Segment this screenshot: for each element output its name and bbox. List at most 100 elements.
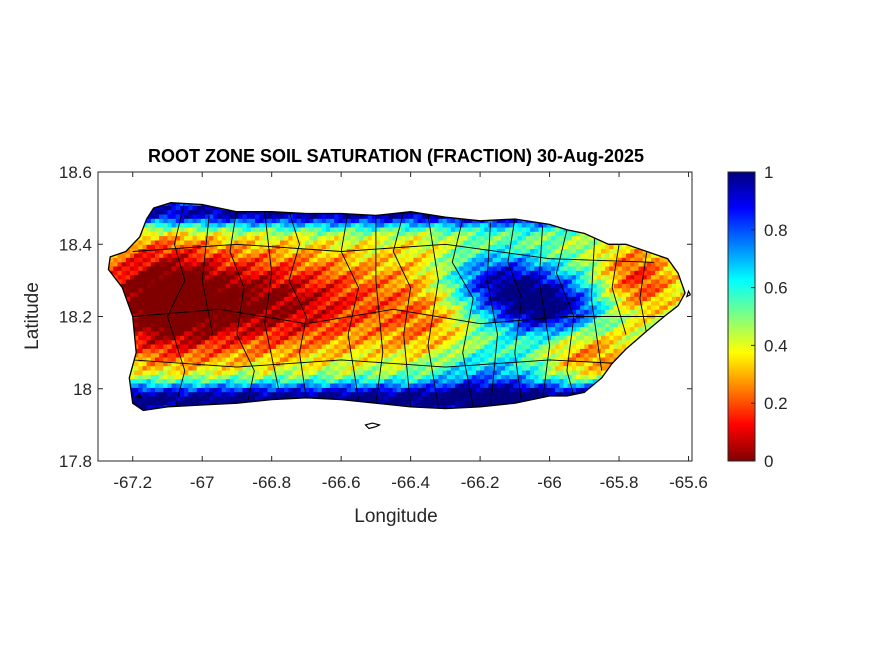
saturation-cell (438, 283, 444, 289)
saturation-cell (671, 291, 677, 297)
saturation-cell (138, 365, 144, 371)
saturation-cell (505, 344, 510, 349)
saturation-cell (113, 274, 119, 280)
saturation-cell (367, 344, 373, 349)
saturation-cell (363, 287, 369, 293)
saturation-cell (438, 339, 444, 345)
saturation-cell (592, 291, 598, 297)
saturation-cell (438, 265, 444, 271)
saturation-cell (159, 387, 164, 393)
saturation-cell (676, 287, 681, 293)
saturation-cell (188, 291, 194, 297)
saturation-cell (321, 300, 327, 306)
saturation-cell (405, 361, 410, 367)
saturation-cell (330, 339, 335, 345)
saturation-cell (601, 300, 606, 306)
saturation-cell (159, 300, 164, 306)
saturation-cell (300, 322, 306, 328)
saturation-cell (421, 300, 427, 306)
saturation-cell (613, 304, 619, 310)
saturation-cell (367, 374, 373, 380)
saturation-cell (642, 291, 648, 297)
saturation-cell (175, 265, 181, 271)
saturation-cell (263, 391, 269, 397)
saturation-cell (505, 370, 510, 375)
saturation-cell (180, 344, 185, 349)
saturation-cell (609, 287, 615, 293)
saturation-cell (371, 296, 377, 302)
saturation-cell (425, 391, 431, 397)
saturation-cell (163, 278, 169, 284)
saturation-cell (159, 317, 164, 323)
saturation-cell (171, 344, 177, 349)
saturation-cell (221, 383, 227, 388)
saturation-cell (388, 357, 394, 362)
saturation-cell (450, 344, 456, 349)
saturation-cell (517, 335, 523, 341)
saturation-cell (605, 335, 610, 341)
saturation-cell (238, 322, 244, 328)
saturation-cell (221, 283, 227, 289)
saturation-cell (221, 391, 227, 397)
saturation-cell (192, 391, 198, 397)
saturation-cell (546, 365, 552, 371)
saturation-cell (338, 365, 344, 371)
saturation-cell (146, 283, 152, 289)
saturation-cell (417, 387, 423, 393)
saturation-cell (580, 387, 585, 393)
saturation-cell (209, 361, 214, 367)
saturation-cell (438, 287, 444, 293)
saturation-cell (596, 278, 602, 284)
saturation-cell (330, 291, 335, 297)
saturation-cell (551, 278, 556, 284)
saturation-cell (384, 309, 389, 315)
saturation-cell (509, 291, 515, 297)
saturation-cell (296, 335, 302, 341)
saturation-cell (305, 265, 310, 271)
saturation-cell (367, 309, 373, 315)
saturation-cell (313, 317, 319, 323)
saturation-cell (221, 357, 227, 362)
saturation-cell (380, 287, 385, 293)
saturation-cell (459, 300, 465, 306)
saturation-cell (371, 391, 377, 397)
saturation-cell (209, 378, 214, 384)
saturation-cell (284, 278, 289, 284)
saturation-cell (563, 304, 569, 310)
saturation-cell (413, 330, 419, 336)
saturation-cell (330, 348, 335, 354)
saturation-cell (588, 287, 594, 293)
saturation-cell (267, 291, 273, 297)
saturation-cell (617, 348, 623, 354)
saturation-cell (576, 365, 581, 371)
saturation-cell (405, 378, 410, 384)
saturation-cell (217, 378, 223, 384)
saturation-cell (555, 387, 560, 393)
saturation-cell (342, 391, 348, 397)
saturation-cell (467, 291, 473, 297)
saturation-cell (334, 283, 339, 289)
saturation-cell (605, 339, 610, 345)
saturation-cell (217, 391, 223, 397)
saturation-cell (559, 378, 565, 384)
saturation-cell (146, 357, 152, 362)
saturation-cell (175, 365, 181, 371)
saturation-cell (588, 309, 594, 315)
saturation-cell (405, 283, 410, 289)
saturation-cell (234, 330, 239, 336)
saturation-cell (609, 270, 615, 276)
saturation-cell (626, 335, 631, 341)
saturation-cell (213, 300, 219, 306)
saturation-cell (171, 348, 177, 354)
saturation-cell (463, 344, 469, 349)
saturation-cell (455, 283, 460, 289)
saturation-cell (542, 326, 548, 332)
saturation-cell (171, 283, 177, 289)
saturation-cell (580, 296, 585, 302)
saturation-cell (559, 322, 565, 328)
saturation-cell (417, 374, 423, 380)
saturation-cell (663, 300, 669, 306)
saturation-cell (330, 304, 335, 310)
saturation-cell (167, 396, 173, 401)
saturation-cell (475, 300, 481, 306)
